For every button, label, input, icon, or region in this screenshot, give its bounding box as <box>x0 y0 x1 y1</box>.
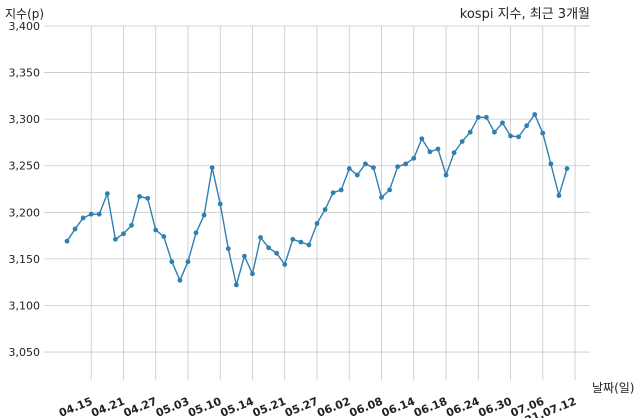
data-point <box>314 221 320 226</box>
y-tick-label: 3,300 <box>9 113 41 126</box>
data-point <box>475 114 481 120</box>
data-point <box>201 212 207 218</box>
x-axis-label: 날짜(일) <box>592 381 634 395</box>
data-point <box>282 262 288 267</box>
x-tick-label: 04.21 <box>89 395 126 418</box>
data-point <box>387 187 392 193</box>
data-point <box>362 161 368 167</box>
data-point <box>233 282 239 288</box>
data-point <box>338 187 344 193</box>
data-point <box>322 207 328 212</box>
x-tick-label: 06.30 <box>477 395 514 418</box>
y-tick-label: 3,100 <box>9 299 41 312</box>
data-point <box>96 211 102 217</box>
data-point <box>532 112 538 117</box>
data-point <box>145 195 151 201</box>
data-point <box>540 130 546 136</box>
data-point <box>443 172 449 178</box>
data-point <box>371 165 376 171</box>
x-tick-label: 06.24 <box>444 395 481 418</box>
data-point <box>451 150 457 156</box>
data-point <box>379 195 384 200</box>
y-tick-label: 3,250 <box>9 160 41 173</box>
x-tick-label: 04.15 <box>57 395 94 418</box>
y-tick-label: 3,400 <box>9 20 41 33</box>
y-axis-label: 지수(p) <box>5 7 44 21</box>
data-point <box>266 245 272 251</box>
data-point <box>137 194 142 199</box>
x-tick-label: 05.14 <box>218 395 255 418</box>
data-point <box>298 239 304 245</box>
data-point <box>524 123 530 129</box>
y-tick-labels: 3,050 3,100 3,150 3,200 3,250 3,300 3,350 3,400 <box>9 20 41 359</box>
data-point <box>217 201 223 207</box>
data-point <box>274 250 280 256</box>
data-point <box>306 242 312 248</box>
data-point <box>564 166 570 171</box>
x-tick-label: 06.02 <box>315 395 352 418</box>
data-point <box>225 246 231 252</box>
x-gridlines <box>90 26 576 380</box>
data-point <box>290 236 296 242</box>
y-tick-label: 3,150 <box>9 253 41 266</box>
data-point <box>88 211 94 217</box>
data-point <box>435 146 441 152</box>
data-point <box>185 259 191 265</box>
data-point <box>80 215 86 221</box>
data-point <box>419 136 425 142</box>
data-point <box>242 253 247 259</box>
data-point <box>459 139 465 144</box>
y-tick-label: 3,050 <box>9 346 41 359</box>
data-point <box>258 235 263 240</box>
data-point <box>209 165 215 171</box>
data-point <box>250 271 255 277</box>
data-point <box>193 230 199 236</box>
data-point <box>548 161 554 167</box>
data-point <box>104 191 110 197</box>
data-point <box>508 133 513 139</box>
data-point <box>483 114 489 120</box>
data-point <box>153 227 159 233</box>
data-point <box>64 238 70 244</box>
data-point <box>177 277 183 283</box>
data-point <box>411 155 417 161</box>
x-tick-labels: 04.1504.2104.2705.0305.1005.1405.2105.27… <box>57 395 578 418</box>
x-tick-label: 06.14 <box>380 395 417 418</box>
data-point <box>330 190 336 196</box>
data-point <box>112 236 118 242</box>
chart-title: kospi 지수, 최근 3개월 <box>460 7 590 22</box>
x-tick-label: 05.03 <box>154 395 191 418</box>
data-point <box>395 164 401 170</box>
y-tick-label: 3,350 <box>9 67 41 80</box>
data-point <box>346 166 352 171</box>
x-tick-label: 05.21 <box>251 395 288 418</box>
data-point <box>72 226 78 232</box>
series-points <box>64 112 570 288</box>
data-point <box>427 149 433 155</box>
data-point <box>556 193 562 198</box>
data-point <box>403 161 409 167</box>
data-point <box>516 134 522 140</box>
data-point <box>161 234 167 239</box>
x-tick-label: 04.27 <box>122 395 159 418</box>
x-tick-label: 05.10 <box>186 395 223 418</box>
data-point <box>129 222 134 228</box>
x-tick-label: 05.27 <box>283 395 320 418</box>
y-tick-label: 3,200 <box>9 206 41 219</box>
x-tick-label: 06.18 <box>412 395 449 418</box>
data-point <box>121 231 126 237</box>
data-point <box>354 172 360 178</box>
data-point <box>169 259 175 265</box>
data-point <box>500 120 505 126</box>
x-tick-label: 06.08 <box>348 395 385 418</box>
data-point <box>492 129 497 135</box>
data-point <box>467 129 473 135</box>
